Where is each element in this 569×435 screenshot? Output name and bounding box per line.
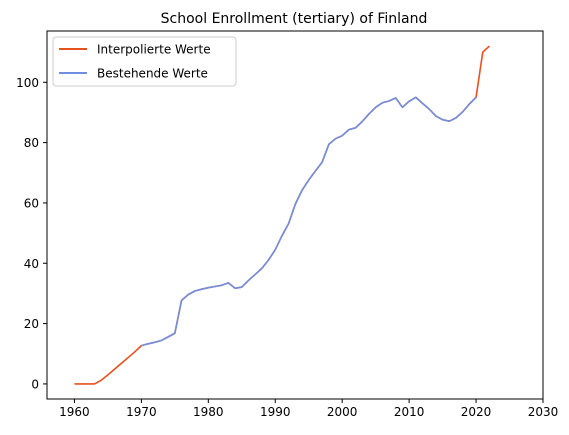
x-tick-label: 1980 [193,405,224,419]
x-tick-label: 2010 [394,405,425,419]
y-tick-label: 60 [24,196,39,210]
x-tick-label: 2020 [461,405,492,419]
axis-ticks: 1960 1970 1980 1990 2000 2010 2020 2030 0 20 40 60 8… [16,76,558,419]
x-tick-label: 2030 [528,405,559,419]
plot-frame [46,30,544,400]
legend-label-bestehende-werte: Bestehende Werte [97,67,208,81]
x-tick-label: 2000 [327,405,358,419]
legend: Interpolierte Werte Bestehende Werte [52,36,237,87]
x-tick-label: 1990 [260,405,291,419]
plot-area [74,45,490,385]
y-tick-label: 20 [24,317,39,331]
x-tick-label: 1970 [126,405,157,419]
legend-box [52,36,237,87]
y-tick-label: 100 [16,76,39,90]
chart-title: School Enrollment (tertiary) of Finland [161,11,428,27]
series-line-bestehende-werte [141,96,477,347]
x-tick-label: 1960 [59,405,90,419]
y-tick-label: 0 [31,377,39,391]
y-tick-label: 80 [24,136,39,150]
y-tick-label: 40 [24,257,39,271]
legend-label-interpolierte-werte: Interpolierte Werte [97,43,211,57]
